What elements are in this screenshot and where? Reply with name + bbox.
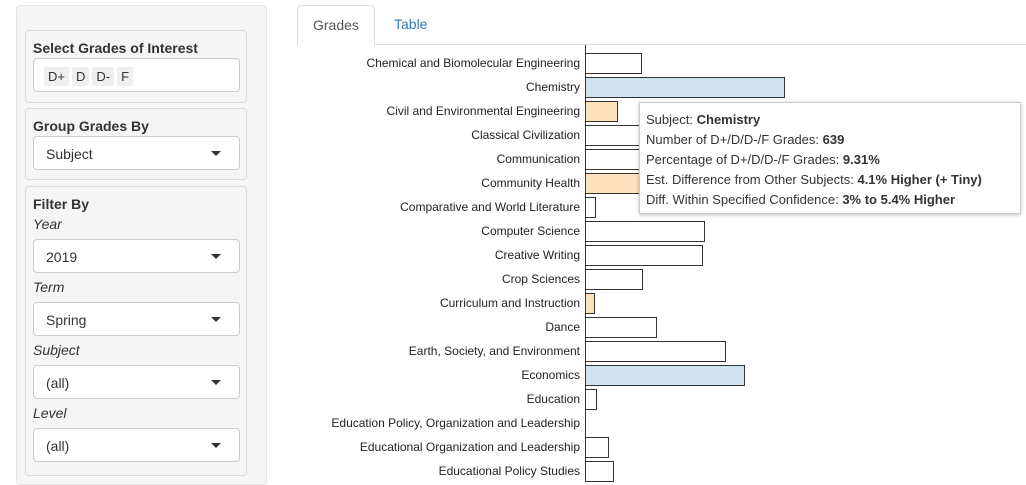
sidebar-panel: Select Grades of Interest D+ D D- F Group G…: [16, 5, 267, 485]
category-label: Economics: [521, 368, 580, 382]
grades-multiselect[interactable]: D+ D D- F: [33, 58, 240, 92]
tab-grades[interactable]: Grades: [297, 5, 375, 46]
category-label: Crop Sciences: [501, 272, 580, 286]
level-label: Level: [33, 405, 67, 421]
tooltip-diff-row: Est. Difference from Other Subjects: 4.1…: [646, 172, 982, 187]
grades-of-interest-panel: Select Grades of Interest D+ D D- F: [25, 30, 247, 103]
subject-label: Subject: [33, 342, 80, 358]
grade-chip[interactable]: D: [71, 67, 90, 86]
chevron-down-icon: [211, 380, 221, 385]
grades-of-interest-title: Select Grades of Interest: [33, 40, 198, 56]
bar[interactable]: [585, 244, 703, 266]
category-label: Community Health: [481, 176, 580, 190]
group-by-title: Group Grades By: [33, 118, 149, 134]
term-label: Term: [33, 279, 65, 295]
tab-bar: Grades Table: [297, 0, 1026, 46]
category-label: Dance: [545, 320, 580, 334]
tooltip-pct-value: 9.31%: [842, 152, 880, 167]
category-label: Educational Organization and Leadership: [359, 440, 580, 454]
category-label: Curriculum and Instruction: [439, 296, 580, 310]
category-label: Comparative and World Literature: [400, 200, 580, 214]
tooltip-subject-row: Subject: Chemistry: [646, 112, 760, 127]
category-label: Chemistry: [525, 80, 580, 94]
bar[interactable]: [585, 460, 614, 482]
bar[interactable]: [585, 316, 657, 338]
term-select[interactable]: Spring: [33, 302, 240, 336]
grade-chip[interactable]: D+: [44, 67, 69, 86]
chart-tooltip: Subject: Chemistry Number of D+/D/D-/F G…: [639, 102, 1021, 214]
bar[interactable]: [585, 388, 597, 410]
category-label: Computer Science: [481, 224, 580, 238]
bar[interactable]: [585, 124, 640, 146]
tooltip-count-label: Number of D+/D/D-/F Grades:: [646, 132, 820, 147]
category-label: Earth, Society, and Environment: [408, 344, 580, 358]
group-by-panel: Group Grades By Subject: [25, 108, 247, 180]
chevron-down-icon: [211, 151, 221, 156]
bar[interactable]: [585, 364, 745, 386]
y-axis-line: [585, 45, 586, 476]
bar[interactable]: [585, 148, 642, 170]
tooltip-diff-label: Est. Difference from Other Subjects:: [646, 172, 854, 187]
grade-chips: D+ D D- F: [44, 67, 136, 86]
bar[interactable]: [585, 340, 726, 362]
bar[interactable]: [585, 292, 595, 314]
tooltip-conf-value: 3% to 5.4% Higher: [842, 192, 956, 207]
year-value: 2019: [46, 249, 78, 265]
level-select[interactable]: (all): [33, 428, 240, 462]
tooltip-count-row: Number of D+/D/D-/F Grades: 639: [646, 132, 844, 147]
chevron-down-icon: [211, 443, 221, 448]
chevron-down-icon: [211, 317, 221, 322]
group-by-select[interactable]: Subject: [33, 136, 240, 170]
category-label: Communication: [496, 152, 580, 166]
bar[interactable]: [585, 268, 643, 290]
bar[interactable]: [585, 220, 705, 242]
bar[interactable]: [585, 172, 640, 194]
year-select[interactable]: 2019: [33, 239, 240, 273]
grade-chip[interactable]: D-: [92, 67, 115, 86]
subject-value: (all): [46, 375, 70, 391]
grade-chip[interactable]: F: [117, 67, 134, 86]
category-label: Civil and Environmental Engineering: [386, 104, 580, 118]
subject-select[interactable]: (all): [33, 365, 240, 399]
year-label: Year: [33, 216, 62, 232]
tooltip-pct-label: Percentage of D+/D/D-/F Grades:: [646, 152, 840, 167]
tooltip-subject-label: Subject:: [646, 112, 693, 127]
bar[interactable]: [585, 100, 618, 122]
category-label: Chemical and Biomolecular Engineering: [366, 56, 580, 70]
tooltip-pct-row: Percentage of D+/D/D-/F Grades: 9.31%: [646, 152, 880, 167]
tooltip-conf-row: Diff. Within Specified Confidence: 3% to…: [646, 192, 955, 207]
tooltip-conf-label: Diff. Within Specified Confidence:: [646, 192, 839, 207]
tooltip-diff-value: 4.1% Higher (+ Tiny): [857, 172, 982, 187]
category-label: Creative Writing: [494, 248, 580, 262]
bar[interactable]: [585, 196, 596, 218]
term-value: Spring: [46, 312, 87, 328]
tab-table[interactable]: Table: [394, 16, 428, 32]
category-label: Education: [526, 392, 580, 406]
bar[interactable]: [585, 52, 642, 74]
bar[interactable]: [585, 436, 609, 458]
group-by-value: Subject: [46, 146, 93, 162]
tooltip-count-value: 639: [822, 132, 845, 147]
category-label: Educational Policy Studies: [438, 464, 580, 478]
category-label: Classical Civilization: [471, 128, 580, 142]
chevron-down-icon: [211, 254, 221, 259]
level-value: (all): [46, 438, 70, 454]
tooltip-subject-value: Chemistry: [696, 112, 761, 127]
bar[interactable]: [585, 76, 785, 98]
filter-panel: Filter By Year 2019 Term Spring Subject …: [25, 186, 247, 476]
category-label: Education Policy, Organization and Leade…: [331, 416, 580, 430]
filter-title: Filter By: [33, 196, 90, 212]
